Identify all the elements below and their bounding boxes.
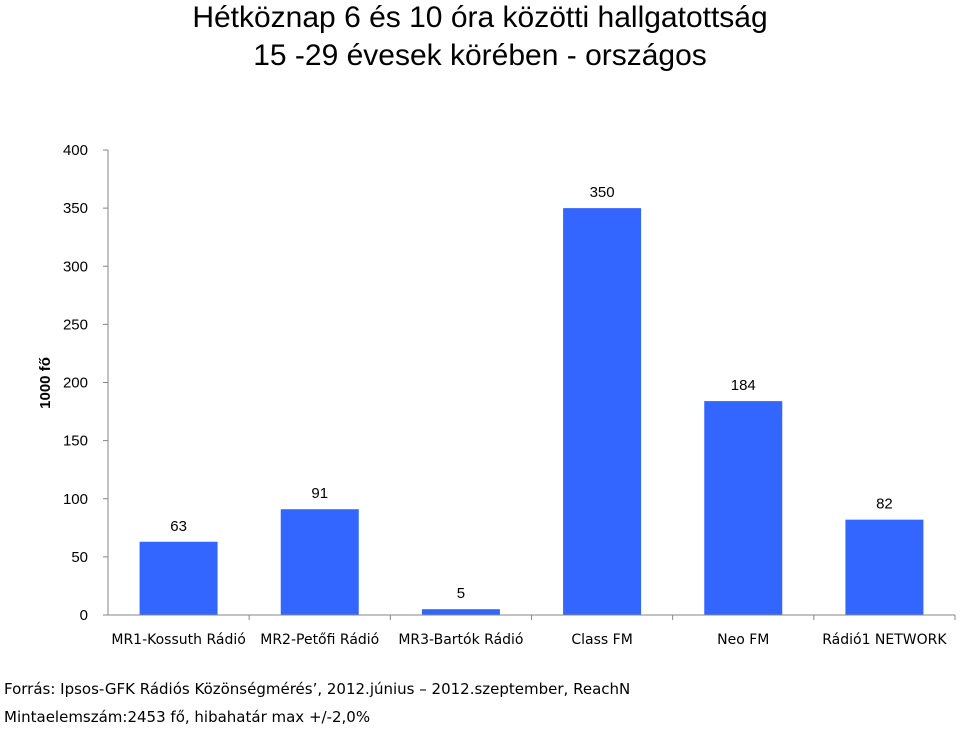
bar — [563, 208, 642, 615]
source-note: Forrás: Ipsos-GFK Rádiós Közönségmérés’,… — [4, 680, 631, 698]
x-tick-label: MR1-Kossuth Rádió — [111, 632, 245, 648]
bar — [845, 519, 924, 615]
y-tick-label: 150 — [63, 433, 88, 450]
data-label: 350 — [590, 184, 615, 201]
bar-chart: 0 50 100 150 200 250 300 350 400 63 91 5 350 184 82 M… — [37, 142, 956, 648]
y-tick-label: 200 — [63, 375, 88, 392]
chart-title: Hétköznap 6 és 10 óra közötti hallgatott… — [192, 1, 768, 34]
x-tick-label: Neo FM — [717, 632, 769, 648]
bars — [139, 208, 924, 615]
chart-subtitle: 15 -29 évesek körében - országos — [253, 39, 707, 72]
data-label: 63 — [170, 518, 187, 535]
data-label: 5 — [457, 585, 465, 602]
x-tick-label: MR2-Petőfi Rádió — [260, 632, 379, 648]
y-tick-label: 100 — [63, 491, 88, 508]
data-label: 91 — [311, 485, 328, 502]
bar — [280, 509, 359, 615]
bar — [421, 609, 500, 615]
y-tick-label: 0 — [80, 607, 88, 624]
y-tick-label: 50 — [71, 549, 88, 566]
y-axis-label: 1000 fő — [37, 357, 54, 409]
bar — [704, 401, 783, 615]
x-tick-label: MR3-Bartók Rádió — [398, 632, 523, 648]
y-axis: 0 50 100 150 200 250 300 350 400 — [63, 142, 109, 624]
y-tick-label: 300 — [63, 258, 88, 275]
x-tick-label: Class FM — [571, 632, 632, 648]
x-axis: MR1-Kossuth Rádió MR2-Petőfi Rádió MR3-Bar… — [108, 614, 956, 648]
data-label: 82 — [876, 496, 893, 513]
sample-note: Mintaelemszám:2453 fő, hibahatár max +/-… — [4, 708, 371, 726]
x-tick-label: Rádió1 NETWORK — [822, 632, 947, 648]
y-tick-label: 400 — [63, 142, 88, 159]
y-tick-label: 350 — [63, 200, 88, 217]
bar — [139, 541, 218, 615]
y-tick-label: 250 — [63, 316, 88, 333]
data-labels: 63 91 5 350 184 82 — [170, 184, 893, 602]
data-label: 184 — [731, 377, 756, 394]
